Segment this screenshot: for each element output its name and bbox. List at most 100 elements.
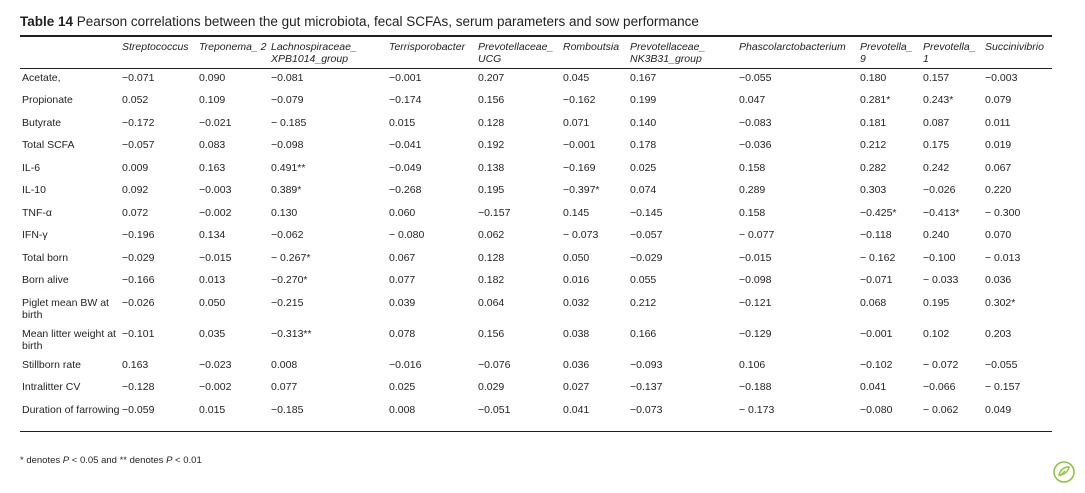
correlation-cell: −0.129 <box>739 327 772 340</box>
table-row: Duration of farrowing −0.059 0.015 −0.185 0.… <box>20 401 1052 432</box>
correlation-cell: 0.079 <box>985 94 1012 106</box>
correlation-cell: 0.077 <box>271 381 298 393</box>
correlation-cell: 0.045 <box>563 72 590 84</box>
correlation-cell: 0.130 <box>271 206 298 219</box>
correlation-cell: 0.182 <box>478 274 505 286</box>
row-label: Piglet mean BW at birth <box>22 296 109 321</box>
correlation-cell: −0.166 <box>122 274 155 286</box>
table-caption: Table 14 Pearson correlations between th… <box>20 14 699 29</box>
correlation-cell: −0.001 <box>563 139 596 151</box>
correlation-cell: 0.074 <box>630 184 657 196</box>
correlation-cell: 0.015 <box>389 116 416 129</box>
correlation-cell: 0.181 <box>860 116 887 129</box>
correlation-cell: −0.029 <box>630 251 663 264</box>
correlation-cell: 0.072 <box>122 206 149 219</box>
correlation-cell: 0.050 <box>199 296 226 309</box>
correlation-cell: −0.102 <box>860 358 893 371</box>
correlation-cell: 0.180 <box>860 72 887 84</box>
correlation-cell: −0.188 <box>739 381 772 393</box>
table-header-row: Streptococcus Treponema_ 2 Lachnospiraceae… <box>20 36 1052 69</box>
correlation-cell: −0.118 <box>860 229 892 241</box>
table-row: Total SCFA −0.057 0.083 −0.098 −0.041 0.192 −0… <box>20 136 1052 159</box>
correlation-cell: −0.026 <box>923 184 956 196</box>
correlation-cell: −0.098 <box>739 274 772 286</box>
correlation-cell: 0.070 <box>985 229 1012 241</box>
table-label: Table 14 <box>20 14 74 29</box>
table-footnote: * denotes P < 0.05 and ** denotes P < 0.… <box>20 455 202 466</box>
correlation-cell: −0.081 <box>271 72 304 84</box>
correlation-cell: −0.080 <box>860 403 893 416</box>
correlation-cell: 0.281* <box>860 94 891 106</box>
correlation-cell: 0.134 <box>199 229 226 241</box>
correlation-cell: −0.055 <box>739 72 772 84</box>
column-header: Terrisporobacter <box>387 36 476 69</box>
correlation-cell: 0.128 <box>478 116 505 129</box>
correlation-cell: 0.083 <box>199 139 226 151</box>
correlation-cell: 0.163 <box>122 358 149 371</box>
correlation-cell: −0.057 <box>630 229 663 241</box>
correlation-cell: −0.215 <box>271 296 304 309</box>
correlation-cell: −0.059 <box>122 403 155 416</box>
correlation-cell: 0.041 <box>860 381 887 393</box>
correlation-cell: − 0.185 <box>271 116 307 129</box>
table-row: Intralitter CV −0.128 −0.002 0.077 0.025 0.02… <box>20 378 1052 401</box>
correlation-cell: −0.079 <box>271 94 304 106</box>
correlation-table: Streptococcus Treponema_ 2 Lachnospiraceae… <box>20 35 1052 432</box>
table-row: IFN-γ −0.196 0.134 −0.062 − 0.080 0.062 − 0.07… <box>20 226 1052 249</box>
correlation-cell: 0.166 <box>630 327 657 340</box>
correlation-cell: 0.240 <box>923 229 950 241</box>
correlation-cell: 0.140 <box>630 116 657 129</box>
correlation-cell: 0.047 <box>739 94 766 106</box>
table-row: Propionate 0.052 0.109 −0.079 −0.174 0.156 −0.… <box>20 91 1052 114</box>
correlation-cell: −0.002 <box>199 381 232 393</box>
correlation-cell: 0.243* <box>923 94 954 106</box>
correlation-cell: 0.062 <box>478 229 505 241</box>
table-body: Acetate, −0.071 0.090 −0.081 −0.001 0.207 0.04… <box>20 69 1052 432</box>
correlation-cell: 0.282 <box>860 161 887 174</box>
correlation-cell: −0.313** <box>271 327 312 340</box>
correlation-cell: 0.077 <box>389 274 416 286</box>
column-header: Romboutsia <box>561 36 628 69</box>
correlation-cell: −0.001 <box>389 72 422 84</box>
correlation-cell: 0.032 <box>563 296 590 309</box>
correlation-cell: 0.156 <box>478 94 505 106</box>
correlation-cell: 0.138 <box>478 161 505 174</box>
correlation-cell: 0.156 <box>478 327 505 340</box>
correlation-cell: −0.157 <box>478 206 511 219</box>
correlation-cell: − 0.173 <box>739 403 775 416</box>
correlation-cell: 0.013 <box>199 274 226 286</box>
table-row: TNF-α 0.072 −0.002 0.130 0.060 −0.157 0.145 −0.… <box>20 204 1052 227</box>
correlation-cell: − 0.162 <box>860 251 896 264</box>
correlation-cell: 0.192 <box>478 139 505 151</box>
correlation-cell: −0.062 <box>271 229 304 241</box>
correlation-cell: 0.195 <box>478 184 505 196</box>
correlation-cell: 0.178 <box>630 139 657 151</box>
correlation-cell: −0.397* <box>563 184 600 196</box>
correlation-cell: 0.041 <box>563 403 590 416</box>
correlation-cell: −0.172 <box>122 116 155 129</box>
correlation-cell: 0.163 <box>199 161 226 174</box>
row-label: Total SCFA <box>22 139 75 151</box>
correlation-cell: 0.158 <box>739 161 766 174</box>
correlation-cell: 0.128 <box>478 251 505 264</box>
correlation-cell: 0.067 <box>985 161 1012 174</box>
correlation-cell: 0.064 <box>478 296 505 309</box>
correlation-cell: −0.121 <box>739 296 772 309</box>
correlation-cell: −0.071 <box>860 274 893 286</box>
correlation-cell: 0.212 <box>630 296 657 309</box>
correlation-cell: 0.157 <box>923 72 950 84</box>
column-header: Prevotellaceae_ NK3B31_group <box>628 36 737 69</box>
correlation-cell: −0.036 <box>739 139 772 151</box>
correlation-cell: −0.100 <box>923 251 956 264</box>
correlation-cell: 0.019 <box>985 139 1012 151</box>
correlation-cell: 0.102 <box>923 327 950 340</box>
correlation-cell: −0.128 <box>122 381 155 393</box>
row-label: Mean litter weight at birth <box>22 327 116 352</box>
correlation-cell: 0.060 <box>389 206 416 219</box>
row-label: Total born <box>22 251 69 264</box>
correlation-cell: 0.011 <box>985 116 1011 129</box>
table-row: Mean litter weight at birth −0.101 0.035 −0… <box>20 325 1052 356</box>
correlation-cell: − 0.077 <box>739 229 775 241</box>
correlation-cell: −0.098 <box>271 139 304 151</box>
column-header: Lachnospiraceae_ XPB1014_group <box>269 36 387 69</box>
